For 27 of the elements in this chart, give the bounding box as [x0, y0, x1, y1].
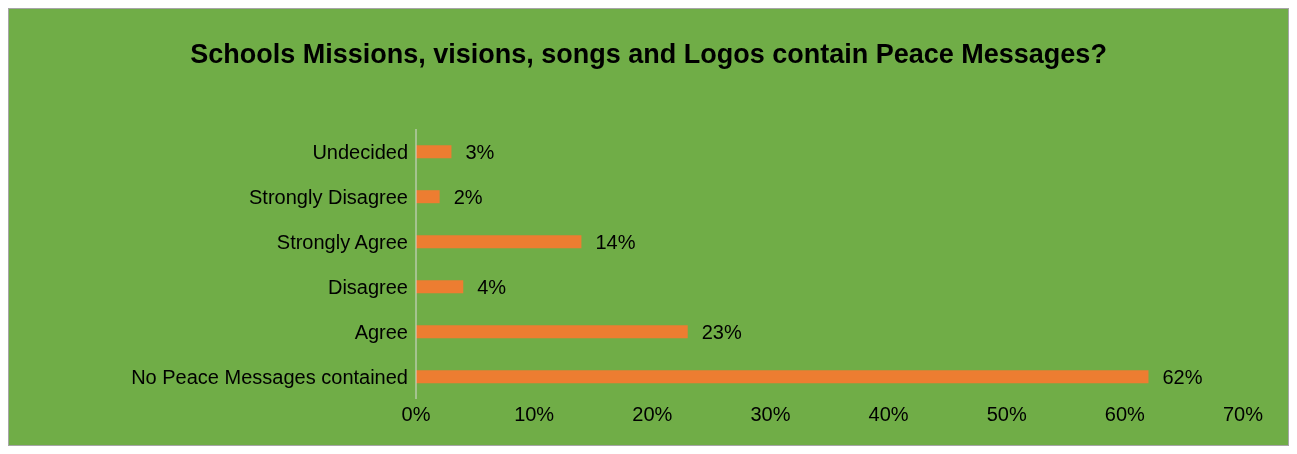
- data-label: 3%: [465, 140, 495, 163]
- data-label: 4%: [477, 275, 507, 298]
- y-tick-label: Disagree: [327, 275, 408, 298]
- x-tick-label: 30%: [750, 403, 791, 426]
- data-label: 23%: [701, 320, 742, 343]
- bar: [416, 325, 688, 339]
- bar: [416, 370, 1149, 384]
- bar: [416, 235, 582, 249]
- x-tick-label: 10%: [514, 403, 555, 426]
- y-tick-label: Agree: [354, 320, 408, 343]
- data-label: 62%: [1162, 365, 1203, 388]
- bar: [416, 145, 452, 159]
- x-tick-label: 40%: [868, 403, 909, 426]
- x-tick-label: 60%: [1104, 403, 1146, 426]
- data-label: 14%: [595, 230, 636, 253]
- x-tick-label: 20%: [632, 403, 673, 426]
- y-tick-label: Strongly Disagree: [249, 185, 408, 208]
- y-tick-label: Strongly Agree: [276, 230, 408, 253]
- x-tick-label: 50%: [986, 403, 1027, 426]
- y-tick-label: No Peace Messages contained: [131, 365, 408, 388]
- x-tick-label: 0%: [401, 403, 431, 426]
- bar: [416, 190, 440, 204]
- y-tick-label: Undecided: [312, 140, 408, 163]
- data-label: 2%: [453, 185, 483, 208]
- bar: [416, 280, 464, 294]
- chart-title: Schools Missions, visions, songs and Logos contain Peace Messages?: [189, 38, 1108, 71]
- x-tick-label: 70%: [1222, 403, 1264, 426]
